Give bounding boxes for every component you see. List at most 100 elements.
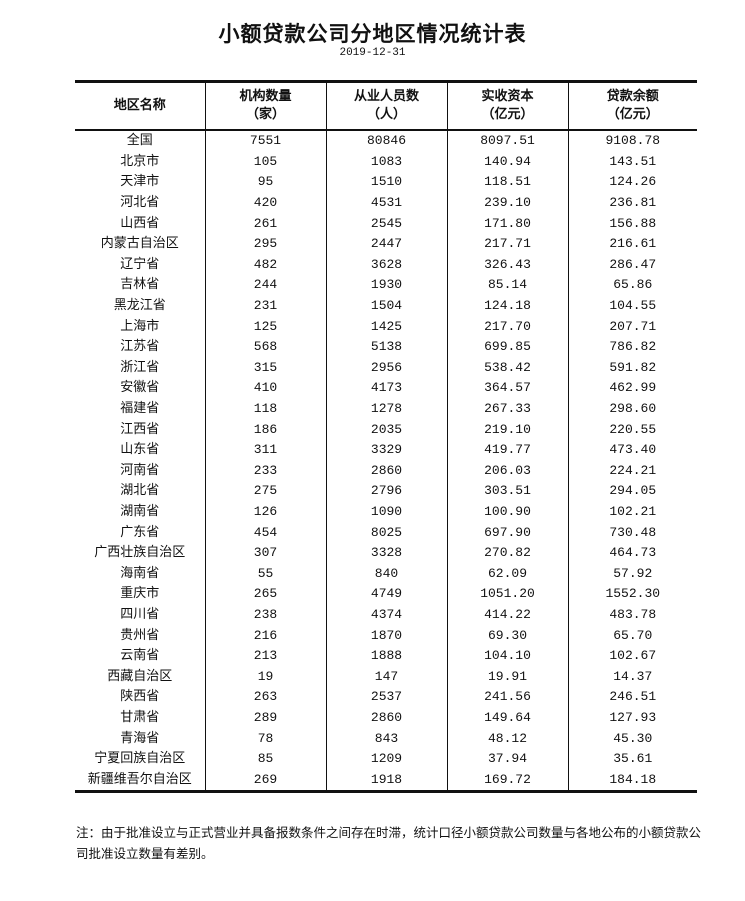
loan-balance: 207.71 <box>567 316 697 337</box>
region-name: 云南省 <box>120 648 160 664</box>
table-row: 山东省 311 3329 419.77 473.40 <box>75 439 697 461</box>
region-name: 吉林省 <box>120 277 160 293</box>
region-name: 江苏省 <box>120 339 160 355</box>
paid-in-capital: 364.57 <box>446 378 568 399</box>
region-name: 福建省 <box>120 401 160 417</box>
loan-balance: 14.37 <box>567 666 697 688</box>
institution-count: 213 <box>204 645 326 667</box>
loan-balance: 286.47 <box>567 254 697 276</box>
region-name: 河北省 <box>120 195 160 211</box>
region-name: 内蒙古自治区 <box>100 236 179 252</box>
paid-in-capital: 169.72 <box>446 769 568 792</box>
table-row: 北京市 105 1083 140.94 143.51 <box>75 151 697 173</box>
paid-in-capital: 217.70 <box>446 316 568 337</box>
region-name: 贵州省 <box>120 627 160 643</box>
region-name: 西藏自治区 <box>107 668 173 684</box>
paid-in-capital: 697.90 <box>446 522 568 543</box>
paid-in-capital: 267.33 <box>446 398 568 420</box>
loan-balance: 45.30 <box>567 728 697 749</box>
institution-count: 55 <box>204 563 326 585</box>
region-name: 全国 <box>126 133 153 149</box>
region-name: 上海市 <box>120 318 160 334</box>
employee-count: 2447 <box>325 233 447 255</box>
institution-count: 19 <box>204 666 326 688</box>
region-name: 辽宁省 <box>120 256 160 272</box>
institution-count: 105 <box>204 151 326 173</box>
region-name: 重庆市 <box>120 586 160 602</box>
employee-count: 1425 <box>325 316 447 337</box>
region-name: 黑龙江省 <box>113 298 166 314</box>
institution-count: 482 <box>204 254 326 276</box>
employee-count: 840 <box>325 563 447 585</box>
paid-in-capital: 149.64 <box>446 707 568 729</box>
institution-count: 186 <box>204 419 326 440</box>
region-name: 北京市 <box>120 153 160 169</box>
table-row: 河南省 233 2860 206.03 224.21 <box>75 460 697 482</box>
employee-count: 1090 <box>325 501 447 523</box>
paid-in-capital: 239.10 <box>446 192 568 214</box>
loan-balance: 104.55 <box>567 295 697 317</box>
table-row: 湖北省 275 2796 303.51 294.05 <box>75 481 697 502</box>
employee-count: 1504 <box>325 295 447 317</box>
loan-balance: 9108.78 <box>567 130 697 152</box>
header-institutions: 机构数量 （家） <box>204 81 326 131</box>
table-row: 甘肃省 289 2860 149.64 127.93 <box>75 707 697 729</box>
loan-balance: 65.86 <box>567 275 697 296</box>
table-row: 上海市 125 1425 217.70 207.71 <box>75 316 697 337</box>
header-unit: （家） <box>245 107 285 122</box>
institution-count: 269 <box>204 769 326 792</box>
region-name: 广东省 <box>120 524 160 540</box>
employee-count: 4374 <box>325 604 447 626</box>
institution-count: 265 <box>204 584 326 605</box>
employee-count: 2860 <box>325 460 447 482</box>
employee-count: 2956 <box>325 357 447 379</box>
header-employees: 从业人员数 （人） <box>325 81 447 131</box>
paid-in-capital: 171.80 <box>446 213 568 234</box>
table-row: 浙江省 315 2956 538.42 591.82 <box>75 357 697 379</box>
institution-count: 307 <box>204 542 326 564</box>
paid-in-capital: 419.77 <box>446 439 568 461</box>
institution-count: 275 <box>204 481 326 502</box>
employee-count: 2537 <box>325 687 447 708</box>
table-row: 辽宁省 482 3628 326.43 286.47 <box>75 254 697 276</box>
table-row: 天津市 95 1510 118.51 124.26 <box>75 172 697 193</box>
loan-balance: 127.93 <box>567 707 697 729</box>
loan-balance: 730.48 <box>567 522 697 543</box>
table-row: 青海省 78 843 48.12 45.30 <box>75 728 697 749</box>
employee-count: 5138 <box>325 336 447 358</box>
loan-balance: 483.78 <box>567 604 697 626</box>
loan-balance: 102.67 <box>567 645 697 667</box>
employee-count: 8025 <box>325 522 447 543</box>
header-label: 从业人员数 <box>353 89 419 104</box>
table-row: 湖南省 126 1090 100.90 102.21 <box>75 501 697 523</box>
loan-balance: 294.05 <box>567 481 697 502</box>
loan-balance: 1552.30 <box>567 584 697 605</box>
region-name: 江西省 <box>120 421 160 437</box>
employee-count: 4173 <box>325 378 447 399</box>
institution-count: 126 <box>204 501 326 523</box>
employee-count: 2796 <box>325 481 447 502</box>
employee-count: 4531 <box>325 192 447 214</box>
employee-count: 1930 <box>325 275 447 296</box>
header-unit: （亿元） <box>481 107 534 122</box>
loan-balance: 35.61 <box>567 748 697 770</box>
table-row: 四川省 238 4374 414.22 483.78 <box>75 604 697 626</box>
region-name: 浙江省 <box>120 359 160 375</box>
table-row: 陕西省 263 2537 241.56 246.51 <box>75 687 697 708</box>
institution-count: 568 <box>204 336 326 358</box>
header-row: 地区名称 机构数量 （家） 从业人员数 （人） 实收资本 （亿元） 贷款余额 （亿元） <box>75 81 697 131</box>
loan-balance: 143.51 <box>567 151 697 173</box>
paid-in-capital: 124.18 <box>446 295 568 317</box>
table-row: 山西省 261 2545 171.80 156.88 <box>75 213 697 234</box>
loan-balance: 298.60 <box>567 398 697 420</box>
header-loan-balance: 贷款余额 （亿元） <box>567 81 697 131</box>
table-row: 吉林省 244 1930 85.14 65.86 <box>75 275 697 296</box>
employee-count: 2545 <box>325 213 447 234</box>
header-label: 地区名称 <box>113 98 166 113</box>
paid-in-capital: 140.94 <box>446 151 568 173</box>
region-name: 广西壮族自治区 <box>94 545 186 561</box>
region-name: 天津市 <box>120 174 160 190</box>
table-row: 安徽省 410 4173 364.57 462.99 <box>75 378 697 399</box>
paid-in-capital: 1051.20 <box>446 584 568 605</box>
paid-in-capital: 8097.51 <box>446 130 568 152</box>
